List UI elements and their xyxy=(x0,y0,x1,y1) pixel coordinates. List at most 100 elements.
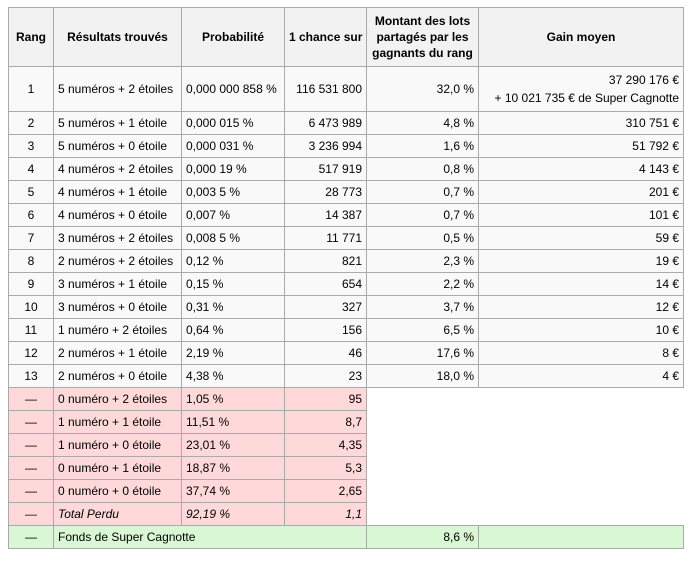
gain-cell: 19 € xyxy=(478,249,684,273)
chance-cell: 46 xyxy=(284,341,367,365)
table-row-lost: —0 numéro + 1 étoile 18,87 % 5,3 xyxy=(8,456,684,480)
montant-cell: 4,8 % xyxy=(366,111,479,135)
rang-cell: — xyxy=(8,456,54,480)
chance-cell: 327 xyxy=(284,295,367,319)
result-cell: 3 numéros + 2 étoiles xyxy=(53,226,182,250)
empty-cell xyxy=(366,502,684,526)
gain-cell: 201 € xyxy=(478,180,684,204)
montant-cell: 17,6 % xyxy=(366,341,479,365)
gain-cell: 310 751 € xyxy=(478,111,684,135)
empty-cell xyxy=(366,433,684,457)
rang-cell: 13 xyxy=(8,364,54,388)
result-cell: 4 numéros + 2 étoiles xyxy=(53,157,182,181)
probability-cell: 0,003 5 % xyxy=(181,180,285,204)
result-cell: 0 numéro + 1 étoile xyxy=(53,456,182,480)
result-cell: 1 numéro + 2 étoiles xyxy=(53,318,182,342)
result-cell: 3 numéros + 1 étoile xyxy=(53,272,182,296)
result-cell: 4 numéros + 1 étoile xyxy=(53,180,182,204)
chance-cell: 116 531 800 xyxy=(284,66,367,112)
result-cell: 4 numéros + 0 étoile xyxy=(53,203,182,227)
gain-value: 59 € xyxy=(655,231,679,245)
table-row: 12 2 numéros + 1 étoile 2,19 % 46 17,6 % 8 € xyxy=(8,341,684,365)
probability-cell: 0,000 19 % xyxy=(181,157,285,181)
montant-cell: 0,7 % xyxy=(366,180,479,204)
result-cell: 2 numéros + 0 étoile xyxy=(53,364,182,388)
montant-cell: 1,6 % xyxy=(366,134,479,158)
header-rang: Rang xyxy=(8,7,54,67)
table-row-lost: —1 numéro + 0 étoile 23,01 % 4,35 xyxy=(8,433,684,457)
gain-cell: 51 792 € xyxy=(478,134,684,158)
gain-cell: 101 € xyxy=(478,203,684,227)
empty-cell xyxy=(478,525,684,549)
rang-cell: 4 xyxy=(8,157,54,181)
rang-cell: 1 xyxy=(8,66,54,112)
table-row: 10 3 numéros + 0 étoile 0,31 % 327 3,7 % 12 € xyxy=(8,295,684,319)
chance-cell: 11 771 xyxy=(284,226,367,250)
gain-value: 37 290 176 € xyxy=(608,73,679,87)
chance-cell: 821 xyxy=(284,249,367,273)
probability-cell: 1,05 % xyxy=(181,387,285,411)
gain-cell: 10 € xyxy=(478,318,684,342)
probability-cell: 0,007 % xyxy=(181,203,285,227)
chance-cell: 14 387 xyxy=(284,203,367,227)
montant-cell: 6,5 % xyxy=(366,318,479,342)
rang-cell: — xyxy=(8,502,54,526)
rang-cell: 8 xyxy=(8,249,54,273)
chance-cell: 5,3 xyxy=(284,456,367,480)
gain-cell: 14 € xyxy=(478,272,684,296)
chance-cell: 4,35 xyxy=(284,433,367,457)
rang-cell: 6 xyxy=(8,203,54,227)
gain-value: 101 € xyxy=(648,208,679,222)
rang-cell: — xyxy=(8,387,54,411)
gain-value: 310 751 € xyxy=(625,116,679,130)
chance-cell: 156 xyxy=(284,318,367,342)
header-montant: Montant des lots partagés par les gagnan… xyxy=(366,7,479,67)
probability-cell: 37,74 % xyxy=(181,479,285,503)
probability-cell: 0,008 5 % xyxy=(181,226,285,250)
header-chance: 1 chance sur xyxy=(284,7,367,67)
result-cell: 5 numéros + 1 étoile xyxy=(53,111,182,135)
rang-cell: — xyxy=(8,525,54,549)
header-resultats: Résultats trouvés xyxy=(53,7,182,67)
montant-cell: 2,3 % xyxy=(366,249,479,273)
empty-cell xyxy=(366,456,684,480)
rang-cell: 3 xyxy=(8,134,54,158)
probability-cell: 0,31 % xyxy=(181,295,285,319)
gain-cell: 37 290 176 € + 10 021 735 € de Super Cagn… xyxy=(478,66,684,112)
table-row-total-lost: — Total Perdu 92,19 % 1,1 xyxy=(8,502,684,526)
probability-cell: 0,000 031 % xyxy=(181,134,285,158)
table-row-lost: —0 numéro + 2 étoiles 1,05 % 95 xyxy=(8,387,684,411)
table-row: 13 2 numéros + 0 étoile 4,38 % 23 18,0 % 4 € xyxy=(8,364,684,388)
rang-cell: — xyxy=(8,410,54,434)
probability-cell: 0,15 % xyxy=(181,272,285,296)
probability-cell: 0,000 000 858 % xyxy=(181,66,285,112)
table-row: 11 1 numéro + 2 étoiles 0,64 % 156 6,5 % 10 € xyxy=(8,318,684,342)
probability-cell: 0,12 % xyxy=(181,249,285,273)
probability-cell: 0,64 % xyxy=(181,318,285,342)
chance-cell: 2,65 xyxy=(284,479,367,503)
gain-cell: 59 € xyxy=(478,226,684,250)
chance-cell: 8,7 xyxy=(284,410,367,434)
gain-value: 51 792 € xyxy=(632,139,679,153)
chance-cell: 28 773 xyxy=(284,180,367,204)
empty-cell xyxy=(366,387,684,411)
probability-cell: 4,38 % xyxy=(181,364,285,388)
probability-cell: 11,51 % xyxy=(181,410,285,434)
gain-value: 10 € xyxy=(655,323,679,337)
result-cell: 1 numéro + 0 étoile xyxy=(53,433,182,457)
result-cell: 1 numéro + 1 étoile xyxy=(53,410,182,434)
rang-cell: — xyxy=(8,479,54,503)
gain-value: 201 € xyxy=(648,185,679,199)
header-probabilite: Probabilité xyxy=(181,7,285,67)
chance-cell: 23 xyxy=(284,364,367,388)
montant-cell: 0,5 % xyxy=(366,226,479,250)
empty-cell xyxy=(366,410,684,434)
probability-cell: 2,19 % xyxy=(181,341,285,365)
table-row-lost: —0 numéro + 0 étoile 37,74 % 2,65 xyxy=(8,479,684,503)
lottery-results-table: Rang Résultats trouvés Probabilité 1 cha… xyxy=(8,7,684,549)
result-cell: Total Perdu xyxy=(53,502,182,526)
result-cell: 0 numéro + 2 étoiles xyxy=(53,387,182,411)
